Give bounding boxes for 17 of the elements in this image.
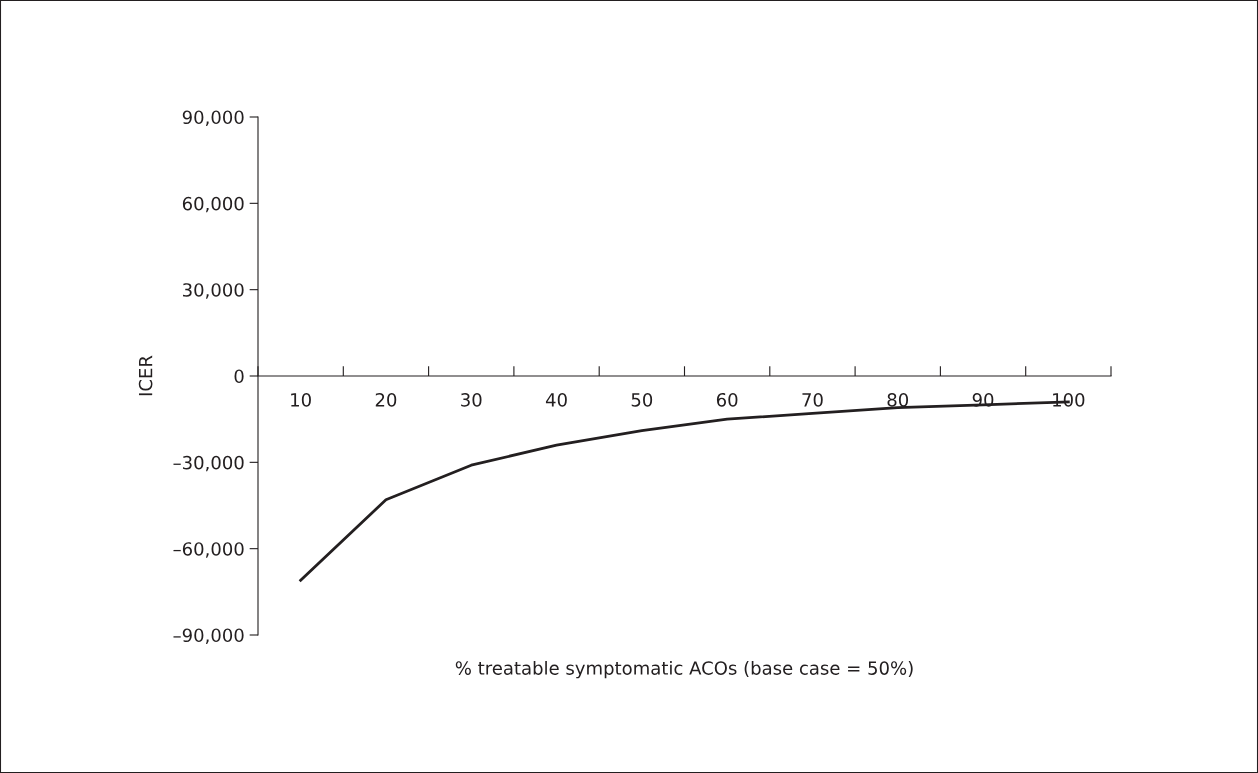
y-tick-label: –60,000 — [173, 542, 244, 558]
y-tick-label: 90,000 — [182, 110, 244, 126]
y-tick-label: 30,000 — [183, 283, 244, 299]
x-tick-label: 60 — [716, 392, 738, 407]
y-tick-label: 60,000 — [182, 196, 244, 213]
y-tick-label: –30,000 — [173, 455, 244, 472]
x-tick-label: 10 — [291, 392, 311, 407]
x-tick-label: 30 — [461, 392, 482, 407]
y-tick-label: –90,000 — [173, 628, 244, 644]
x-tick-label: 50 — [631, 392, 653, 407]
x-tick-label: 40 — [545, 392, 567, 407]
x-axis-title: % treatable symptomatic ACOs (base case = 50%) — [455, 660, 913, 679]
y-tick-label: 0 — [234, 369, 244, 384]
y-axis-title: ICER — [138, 355, 153, 396]
x-tick-label: 20 — [375, 392, 397, 407]
x-tick-label: 80 — [887, 392, 909, 407]
x-tick-label: 70 — [802, 392, 823, 407]
